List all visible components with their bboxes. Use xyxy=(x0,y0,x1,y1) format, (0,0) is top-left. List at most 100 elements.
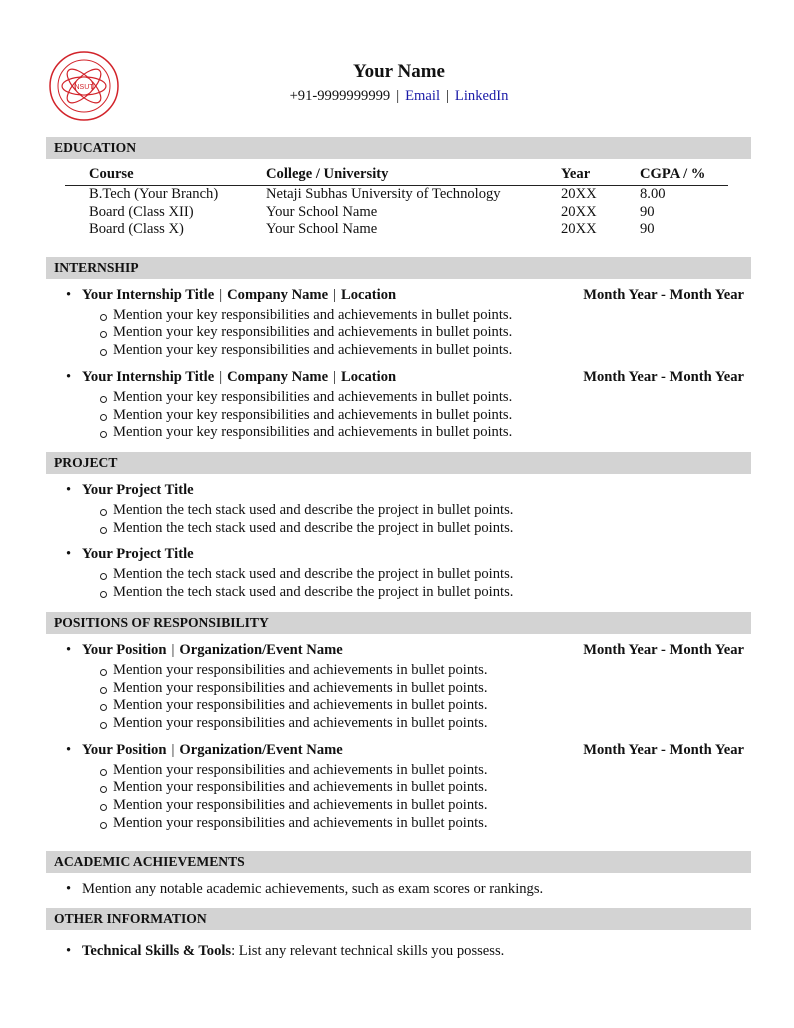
item-title: Your Position | Organization/Event Name xyxy=(82,642,343,658)
bullet-icon: • xyxy=(66,482,72,498)
sub-point: Mention your responsibilities and achiev… xyxy=(82,662,751,680)
list-item: • Your Project Title Mention the tech stac… xyxy=(46,481,751,537)
circle-bullet-icon xyxy=(100,668,107,676)
item-text: Mention any notable academic achievement… xyxy=(82,881,544,898)
sub-point: Mention the tech stack used and describe… xyxy=(82,502,751,520)
sub-point-text: Mention your responsibilities and achiev… xyxy=(113,697,488,714)
table-cell: Your School Name xyxy=(266,203,378,220)
title-part: Location xyxy=(341,286,397,303)
circle-bullet-icon xyxy=(100,786,107,794)
sub-point: Mention your key responsibilities and ac… xyxy=(82,324,751,342)
column-header: CGPA / % xyxy=(640,165,728,186)
item-title: Your Internship Title | Company Name | Locat… xyxy=(82,287,396,303)
table-cell: 20XX xyxy=(561,221,597,238)
table-cell: Board (Class X) xyxy=(89,221,184,238)
circle-bullet-icon xyxy=(100,313,107,321)
circle-bullet-icon xyxy=(100,573,107,581)
linkedin-link[interactable]: LinkedIn xyxy=(454,88,509,104)
title-part: Your Position xyxy=(82,641,167,658)
email-link[interactable]: Email xyxy=(405,88,440,104)
circle-bullet-icon xyxy=(100,591,107,599)
item-title: Your Internship Title | Company Name | Locat… xyxy=(82,369,396,385)
circle-bullet-icon xyxy=(100,768,107,776)
sub-points: Mention the tech stack used and describe… xyxy=(82,502,751,537)
table-cell: B.Tech (Your Branch) xyxy=(89,186,219,202)
circle-bullet-icon xyxy=(100,349,107,357)
circle-bullet-icon xyxy=(100,413,107,421)
circle-bullet-icon xyxy=(100,395,107,403)
table-cell: 20XX xyxy=(561,186,597,202)
sub-point-text: Mention the tech stack used and describe… xyxy=(113,566,514,583)
sub-point: Mention your responsibilities and achiev… xyxy=(82,762,751,780)
section-education: EDUCATION xyxy=(46,137,751,159)
title-part: Your Project Title xyxy=(82,482,194,498)
education-table: Course College / University Year CGPA / … xyxy=(65,165,728,239)
sub-point-text: Mention your responsibilities and achiev… xyxy=(113,797,488,814)
circle-bullet-icon xyxy=(100,331,107,339)
bullet-icon: • xyxy=(66,741,72,758)
sub-point: Mention your responsibilities and achiev… xyxy=(82,797,751,815)
list-item: • Your Internship Title | Company Name | Loca… xyxy=(46,368,751,442)
title-part: Company Name xyxy=(227,368,329,385)
date-range: Month Year - Month Year xyxy=(583,741,744,758)
sub-point-text: Mention your key responsibilities and ac… xyxy=(113,406,513,423)
sub-point-text: Mention the tech stack used and describe… xyxy=(113,584,514,601)
sub-point: Mention the tech stack used and describe… xyxy=(82,566,751,584)
section-other: OTHER INFORMATION xyxy=(46,908,751,931)
circle-bullet-icon xyxy=(100,821,107,829)
contact-line: +91-9999999999 | Email | LinkedIn xyxy=(289,88,509,104)
title-part: Your Internship Title xyxy=(82,368,215,385)
column-header: College / University xyxy=(266,165,561,186)
section-project: PROJECT xyxy=(46,452,751,474)
sub-point-text: Mention your key responsibilities and ac… xyxy=(113,342,513,359)
sub-point-text: Mention your responsibilities and achiev… xyxy=(113,779,488,796)
sub-point: Mention your responsibilities and achiev… xyxy=(82,715,751,733)
table-row: B.Tech (Your Branch) Netaji Subhas Univer… xyxy=(65,186,728,204)
university-logo: NSUT xyxy=(49,51,119,121)
list-item: • Your Internship Title | Company Name | Loca… xyxy=(46,286,751,360)
resume-name: Your Name xyxy=(352,61,445,82)
table-cell: Your School Name xyxy=(266,221,378,238)
sub-point: Mention your responsibilities and achiev… xyxy=(82,697,751,715)
title-part: Your Internship Title xyxy=(82,286,215,303)
circle-bullet-icon xyxy=(100,431,107,439)
sub-point: Mention your responsibilities and achiev… xyxy=(82,815,751,833)
circle-bullet-icon xyxy=(100,704,107,712)
bullet-icon: • xyxy=(66,368,72,385)
list-item: • Your Position | Organization/Event Name Mo… xyxy=(46,741,751,833)
sub-point: Mention your responsibilities and achiev… xyxy=(82,779,751,797)
bullet-icon: • xyxy=(66,641,72,658)
separator: | xyxy=(219,368,223,385)
table-row: Board (Class X) Your School Name 20XX 90 xyxy=(65,221,728,239)
title-part: Organization/Event Name xyxy=(179,641,343,658)
separator: | xyxy=(171,641,175,658)
table-row: Board (Class XII) Your School Name 20XX 90 xyxy=(65,204,728,222)
sub-point: Mention your responsibilities and achiev… xyxy=(82,680,751,698)
sub-points: Mention your responsibilities and achiev… xyxy=(82,662,751,733)
phone: +91-9999999999 xyxy=(289,88,391,104)
separator: | xyxy=(219,286,223,303)
item-text: : List any relevant technical skills you… xyxy=(231,943,505,960)
table-cell: 8.00 xyxy=(640,186,666,202)
sub-point: Mention the tech stack used and describe… xyxy=(82,584,751,602)
table-cell: Board (Class XII) xyxy=(89,203,194,220)
circle-bullet-icon xyxy=(100,526,107,534)
bullet-icon: • xyxy=(66,881,72,898)
sub-point: Mention the tech stack used and describe… xyxy=(82,520,751,538)
table-cell: 90 xyxy=(640,221,655,238)
sub-points: Mention the tech stack used and describe… xyxy=(82,566,751,601)
sub-point-text: Mention your responsibilities and achiev… xyxy=(113,679,488,696)
column-header: Course xyxy=(65,165,266,186)
sub-point: Mention your key responsibilities and ac… xyxy=(82,389,751,407)
sub-points: Mention your key responsibilities and ac… xyxy=(82,307,751,360)
separator: | xyxy=(333,368,336,385)
sub-point-text: Mention your responsibilities and achiev… xyxy=(113,761,488,778)
sub-point-text: Mention your responsibilities and achiev… xyxy=(113,661,488,678)
title-part: Your Project Title xyxy=(82,546,194,563)
sub-point-text: Mention the tech stack used and describe… xyxy=(113,519,514,536)
circle-bullet-icon xyxy=(100,721,107,729)
item-label: Technical Skills & Tools xyxy=(82,943,232,960)
date-range: Month Year - Month Year xyxy=(583,641,744,658)
sub-point-text: Mention your key responsibilities and ac… xyxy=(113,388,513,405)
bullet-icon: • xyxy=(66,546,72,563)
